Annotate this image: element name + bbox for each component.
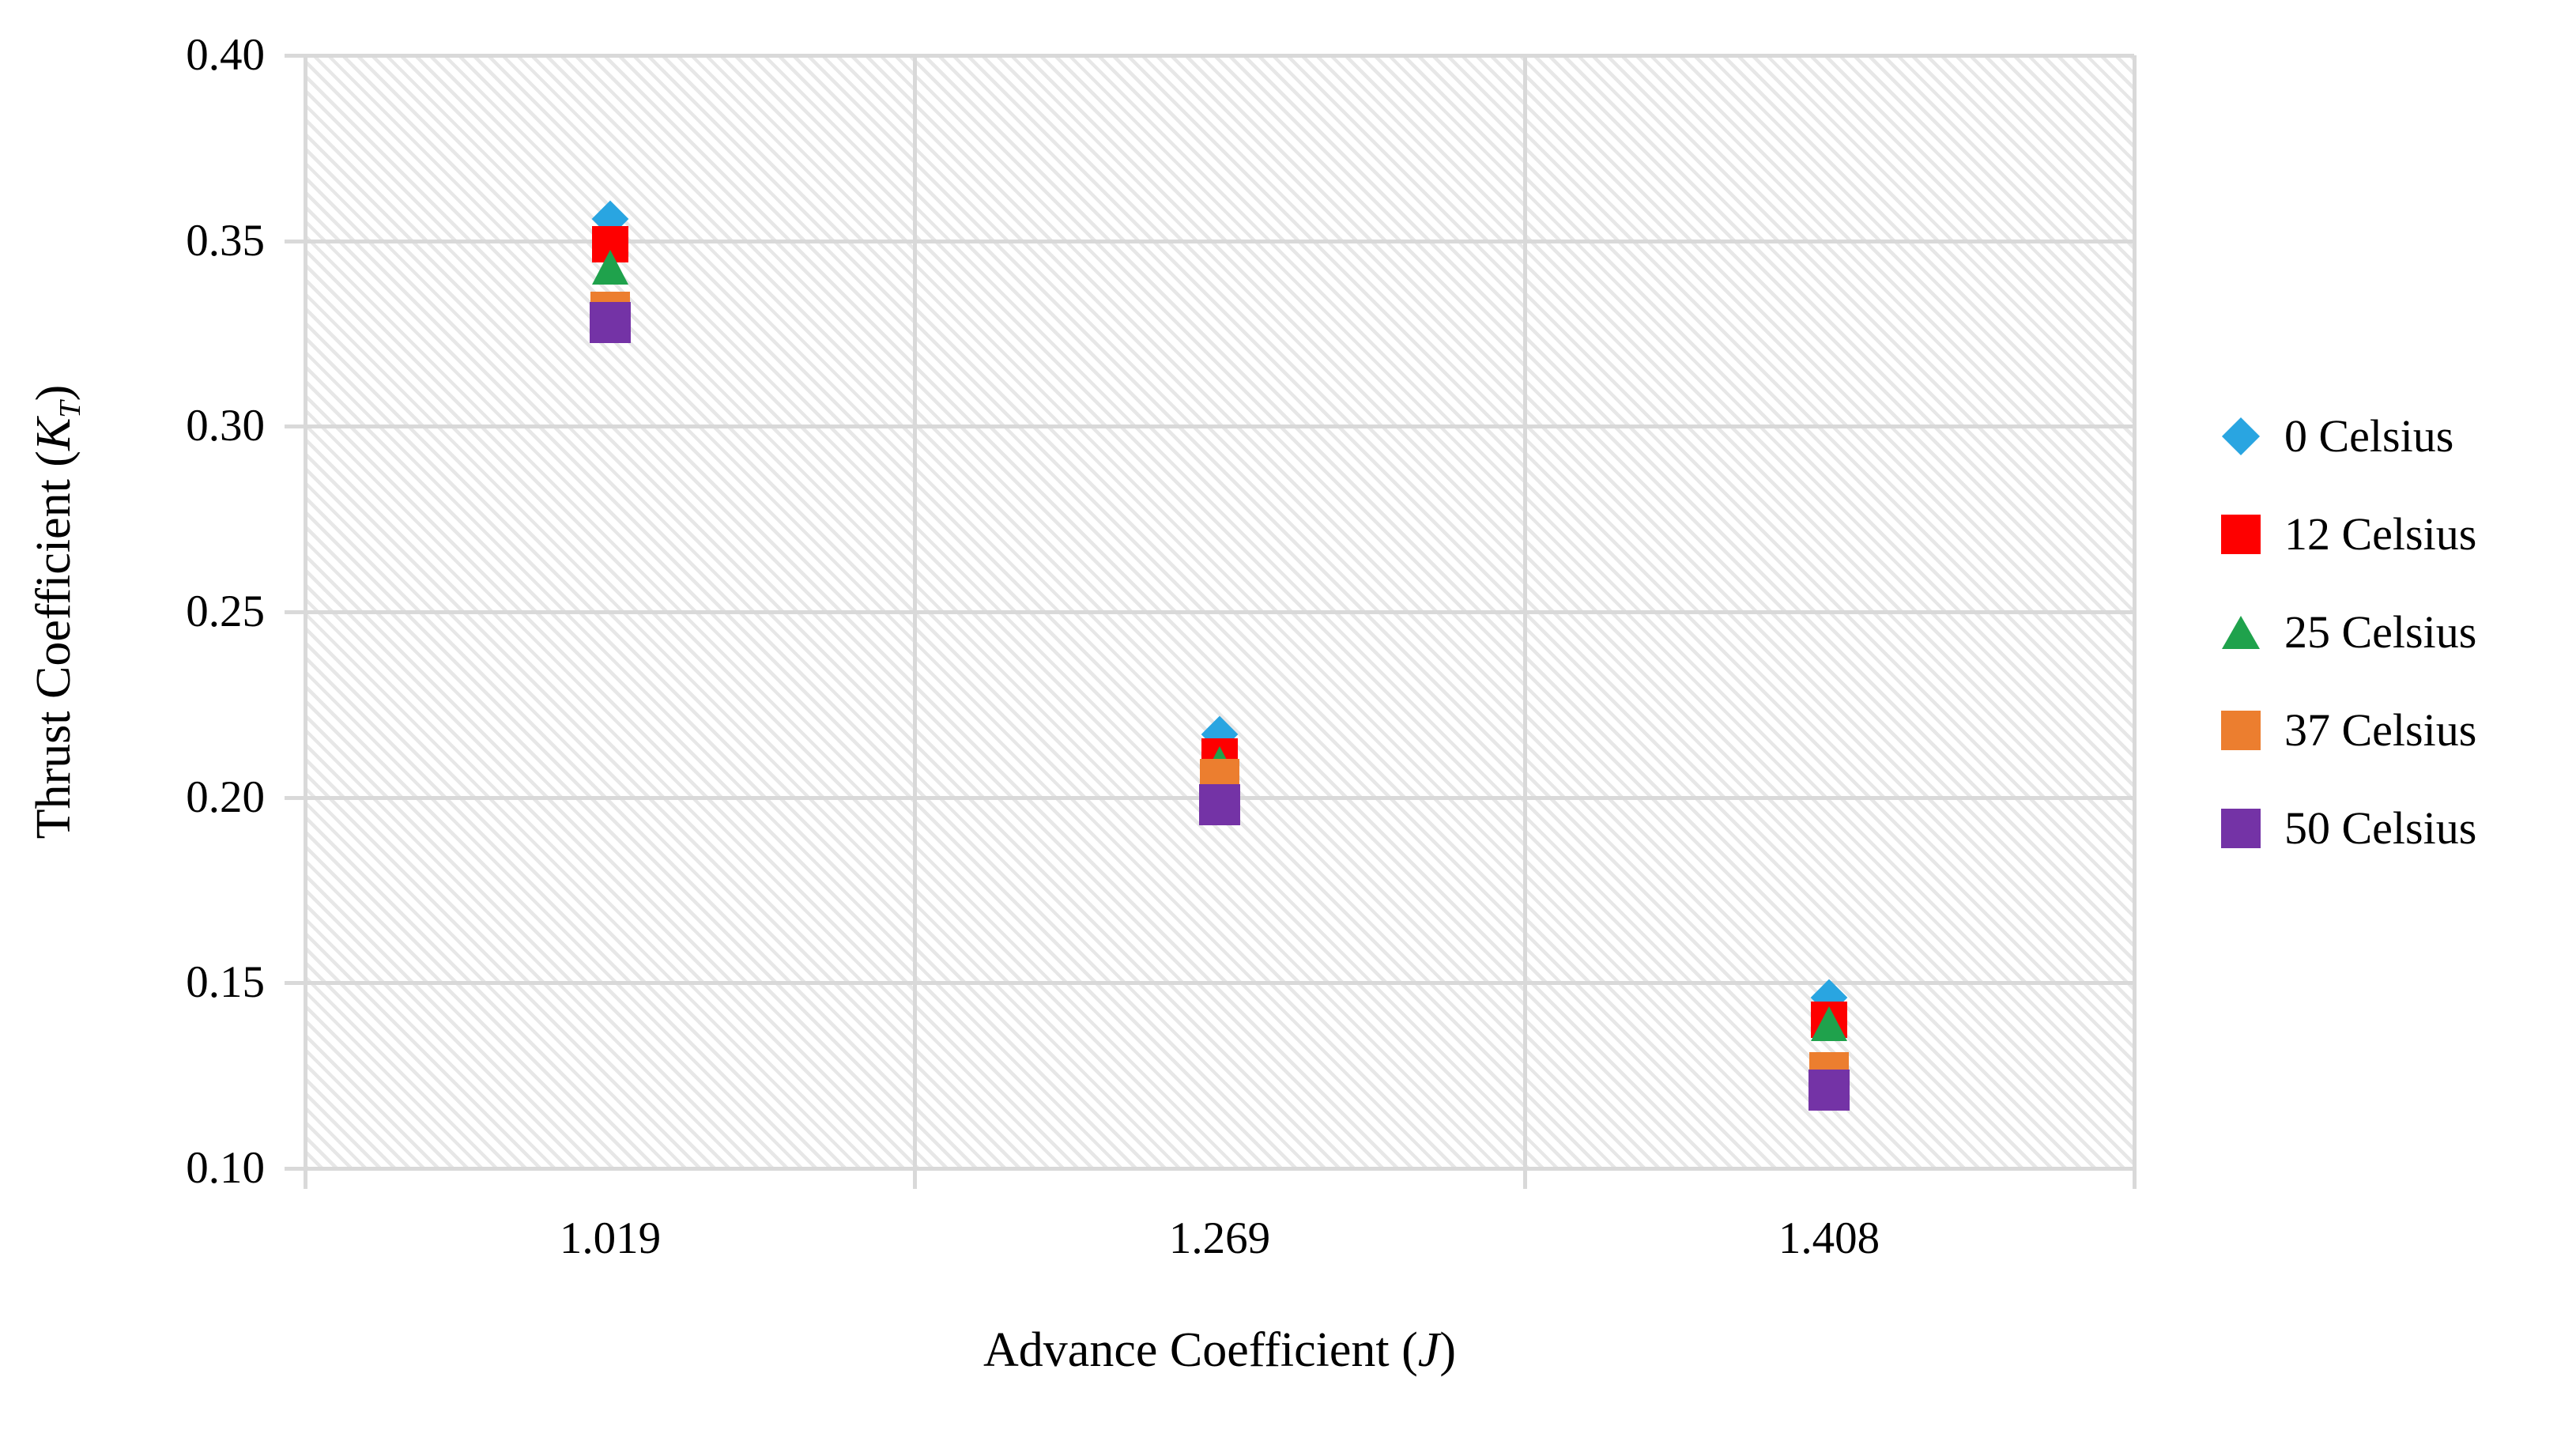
h-gridline [305,240,2134,243]
y-axis-subscript: T [54,401,88,418]
legend-marker-shape [2222,616,2260,649]
legend-label: 12 Celsius [2284,508,2477,560]
legend-item: 37 Celsius [2218,681,2476,779]
legend-marker-square-icon [2218,806,2264,851]
legend-label: 25 Celsius [2284,606,2477,658]
y-tick-mark [285,981,305,985]
x-axis-title-text: Advance Coefficient ( [983,1323,1418,1377]
h-gridline [305,1167,2134,1171]
legend-marker-diamond-icon [2218,413,2264,459]
legend-label: 37 Celsius [2284,704,2477,756]
y-tick-label: 0.40 [186,30,265,80]
y-axis-title-close: ) [26,384,81,402]
legend-marker-shape [2221,417,2261,456]
y-tick-mark [285,424,305,428]
h-gridline [305,981,2134,985]
x-tick-mark [2133,1168,2137,1189]
data-point-marker-square [1808,1070,1850,1111]
data-point-marker-triangle [1811,1006,1847,1041]
legend-item: 50 Celsius [2218,779,2476,877]
h-gridline [305,54,2134,58]
x-tick-mark [913,1168,917,1189]
y-tick-label: 0.10 [186,1143,265,1193]
legend-marker-shape [2221,711,2261,750]
legend-label: 0 Celsius [2284,410,2454,462]
legend-marker-shape [2221,515,2261,554]
y-axis-symbol: K [26,417,81,451]
x-tick-label: 1.019 [559,1213,662,1263]
data-point-marker-triangle [592,250,628,285]
y-tick-label: 0.15 [186,957,265,1007]
v-gridline [2133,55,2137,1168]
x-tick-label: 1.408 [1778,1213,1880,1263]
x-axis-title: Advance Coefficient (J) [305,1317,2134,1383]
x-axis-symbol: J [1417,1323,1440,1377]
legend-marker-triangle-icon [2218,609,2264,655]
y-axis-title: Thrust Coefficient (KT) [26,385,88,840]
x-tick-mark [1523,1168,1527,1189]
legend-item: 12 Celsius [2218,485,2476,583]
v-gridline [304,55,307,1168]
data-point-marker-square [590,302,631,343]
v-gridline [913,55,917,1168]
y-tick-label: 0.25 [186,587,265,636]
legend: 0 Celsius 12 Celsius 25 Celsius 37 Celsius 5… [2218,387,2476,877]
y-tick-mark [285,1167,305,1171]
h-gridline [305,610,2134,614]
legend-marker-square-icon [2218,707,2264,753]
y-tick-mark [285,54,305,58]
legend-item: 25 Celsius [2218,583,2476,681]
y-tick-mark [285,796,305,800]
y-axis-title-text: Thrust Coefficient ( [26,451,81,840]
legend-marker-shape [2221,809,2261,848]
x-tick-label: 1.269 [1168,1213,1271,1263]
x-tick-mark [304,1168,307,1189]
y-tick-label: 0.35 [186,216,265,266]
y-tick-mark [285,240,305,243]
h-gridline [305,424,2134,428]
y-tick-mark [285,610,305,614]
data-point-marker-square [1199,784,1240,825]
legend-label: 50 Celsius [2284,802,2477,854]
legend-marker-square-icon [2218,511,2264,557]
y-tick-label: 0.30 [186,401,265,451]
y-tick-label: 0.20 [186,772,265,822]
x-axis-title-close: ) [1439,1323,1456,1377]
v-gridline [1523,55,1527,1168]
legend-item: 0 Celsius [2218,387,2476,485]
